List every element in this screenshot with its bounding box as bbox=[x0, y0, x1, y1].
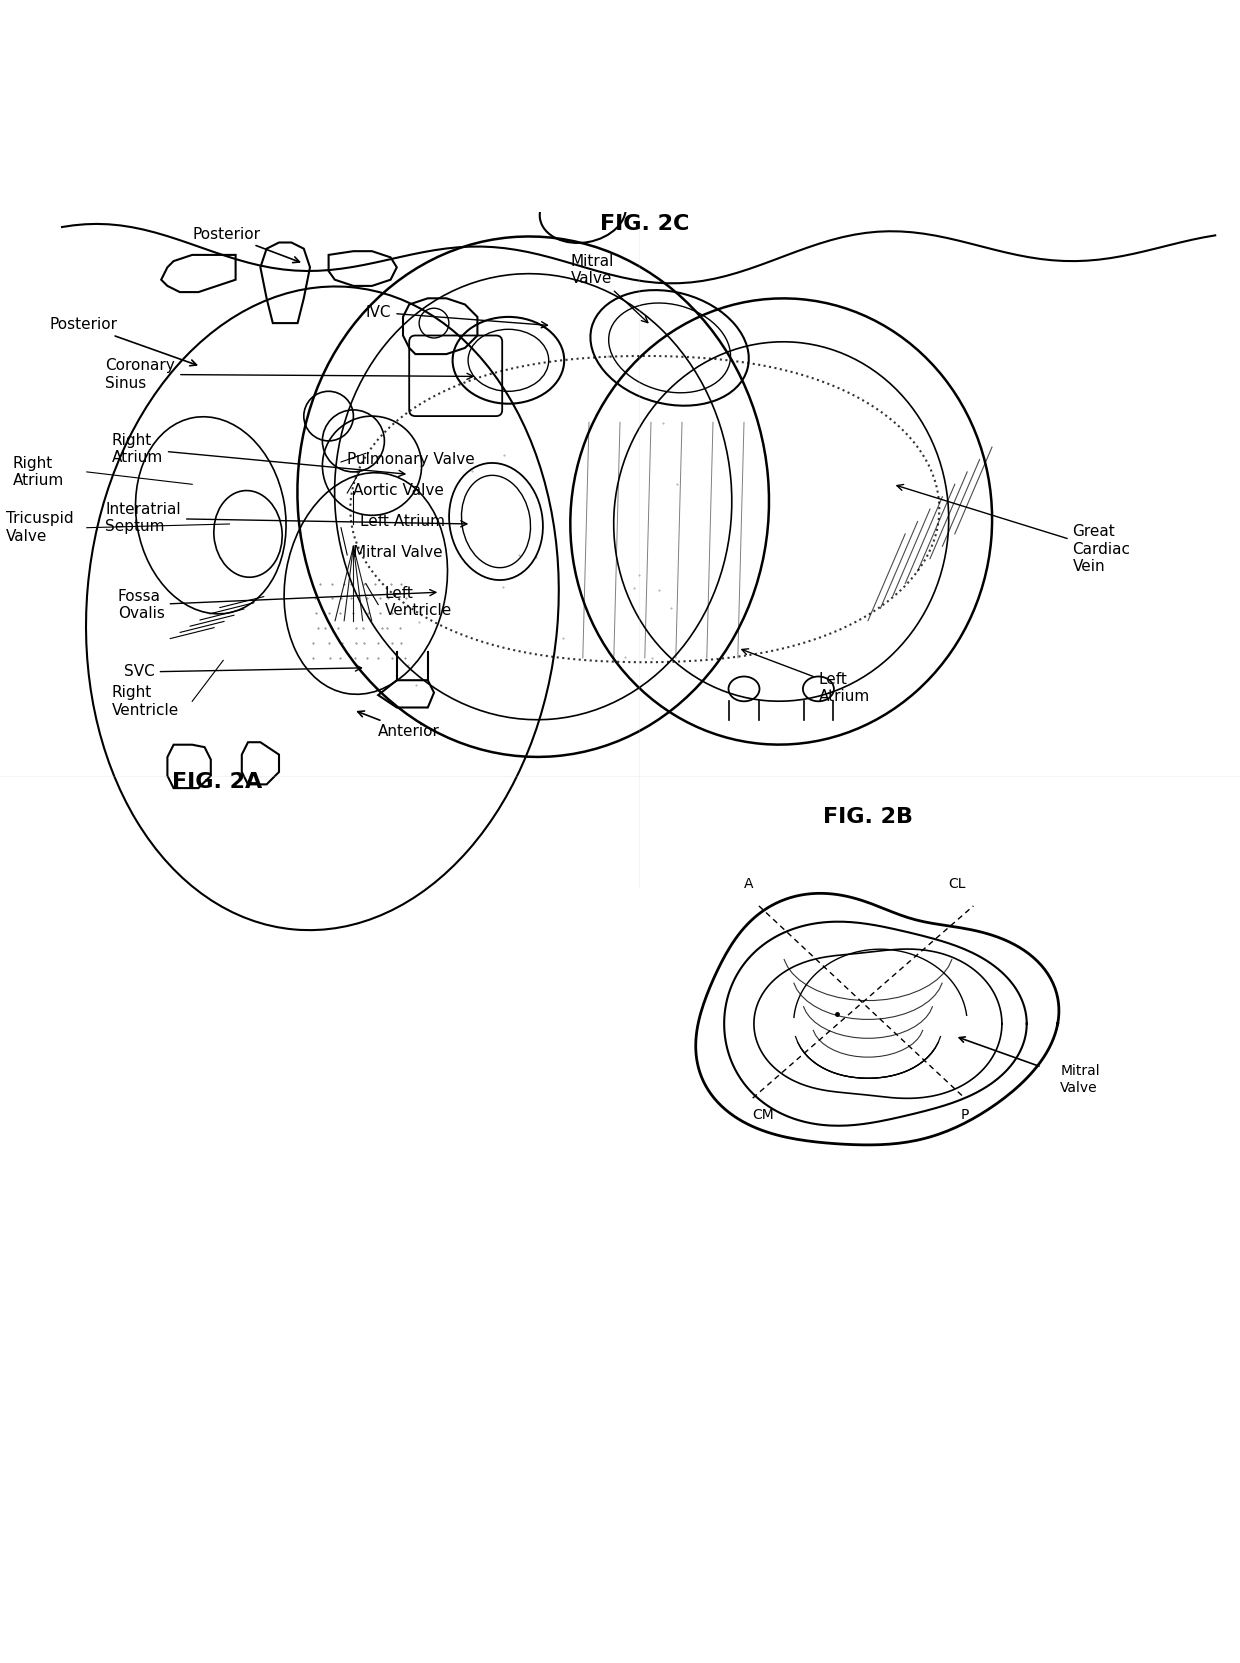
Text: FIG. 2B: FIG. 2B bbox=[823, 807, 913, 827]
Text: Great
Cardiac
Vein: Great Cardiac Vein bbox=[897, 484, 1131, 574]
Text: Right
Atrium: Right Atrium bbox=[112, 432, 405, 476]
Text: Left Atrium: Left Atrium bbox=[360, 514, 445, 529]
Text: Mitral
Valve: Mitral Valve bbox=[570, 254, 647, 323]
Text: A: A bbox=[744, 876, 754, 891]
Text: Mitral
Valve: Mitral Valve bbox=[1060, 1064, 1100, 1094]
Text: Pulmonary Valve: Pulmonary Valve bbox=[347, 452, 475, 467]
Text: Right
Ventricle: Right Ventricle bbox=[112, 685, 179, 717]
Text: FIG. 2A: FIG. 2A bbox=[172, 772, 262, 792]
Text: Left
Ventricle: Left Ventricle bbox=[384, 585, 451, 619]
Text: Posterior: Posterior bbox=[50, 318, 196, 366]
Text: FIG. 2C: FIG. 2C bbox=[600, 215, 689, 234]
Text: Posterior: Posterior bbox=[192, 226, 299, 263]
Text: Anterior: Anterior bbox=[357, 712, 440, 738]
Text: SVC: SVC bbox=[124, 665, 362, 680]
Text: CM: CM bbox=[753, 1108, 775, 1123]
Text: Left
Atrium: Left Atrium bbox=[742, 649, 869, 705]
Text: IVC: IVC bbox=[366, 304, 548, 328]
Text: Interatrial
Septum: Interatrial Septum bbox=[105, 502, 467, 534]
Text: Tricuspid
Valve: Tricuspid Valve bbox=[6, 512, 74, 544]
Text: Fossa
Ovalis: Fossa Ovalis bbox=[118, 589, 436, 622]
Text: Aortic Valve: Aortic Valve bbox=[353, 482, 444, 497]
Text: Coronary
Sinus: Coronary Sinus bbox=[105, 358, 474, 391]
Text: P: P bbox=[961, 1108, 970, 1123]
Text: Mitral Valve: Mitral Valve bbox=[353, 545, 443, 560]
Text: CL: CL bbox=[949, 876, 966, 891]
Text: Right
Atrium: Right Atrium bbox=[12, 456, 63, 489]
